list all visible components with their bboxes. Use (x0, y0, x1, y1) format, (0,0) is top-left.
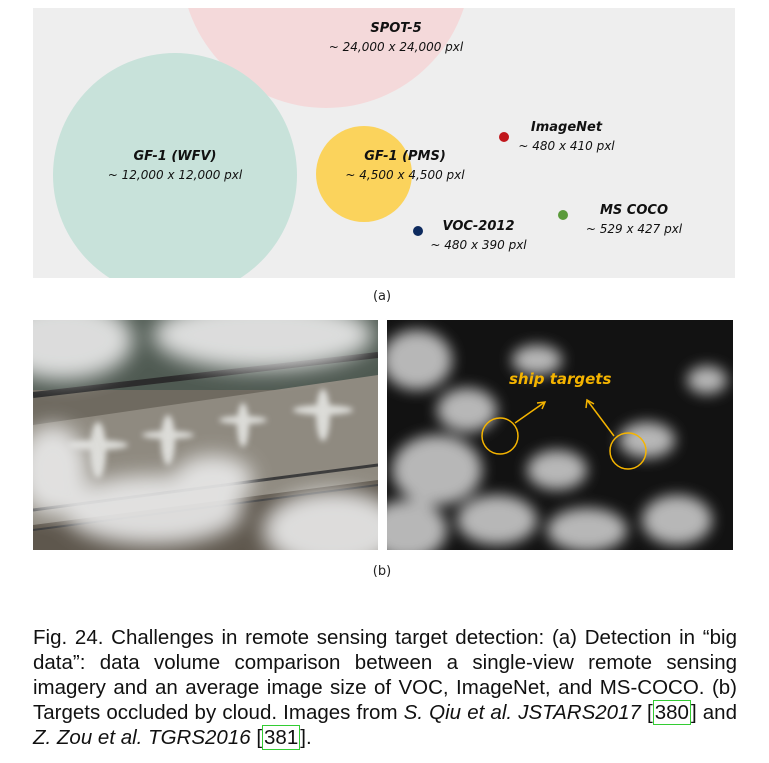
gf1-wfv-label: GF-1 (WFV) ~ 12,000 x 12,000 pxl (75, 148, 275, 184)
mscoco-name: MS COCO (599, 203, 668, 218)
mscoco-dot (558, 210, 568, 220)
ship-target-circle-right (609, 432, 647, 470)
gf1-wfv-size: ~ 12,000 x 12,000 pxl (107, 168, 243, 182)
gf1-pms-name: GF-1 (PMS) (364, 149, 446, 164)
reference-link-380[interactable]: 380 (652, 700, 691, 725)
voc2012-label: VOC-2012 ~ 480 x 390 pxl (421, 218, 536, 254)
caption-text-3: . (305, 726, 312, 749)
ship-targets-label: ship targets (509, 370, 612, 388)
imagenet-label: ImageNet ~ 480 x 410 pxl (509, 119, 624, 155)
gf1-pms-label: GF-1 (PMS) ~ 4,500 x 4,500 pxl (305, 148, 505, 184)
imagenet-size: ~ 480 x 410 pxl (518, 139, 615, 153)
gf1-pms-circle (316, 126, 412, 222)
voc2012-name: VOC-2012 (442, 219, 515, 234)
spot5-label: SPOT-5 ~ 24,000 x 24,000 pxl (296, 20, 496, 56)
data-volume-comparison-panel: SPOT-5 ~ 24,000 x 24,000 pxl GF-1 (WFV) … (33, 8, 735, 278)
gf1-wfv-name: GF-1 (WFV) (133, 149, 217, 164)
panel-a-caption: (a) (372, 289, 392, 304)
citation-qiu: S. Qiu et al. JSTARS2017 (403, 701, 641, 724)
mscoco-label: MS COCO ~ 529 x 427 pxl (574, 202, 694, 238)
mscoco-size: ~ 529 x 427 pxl (585, 222, 683, 236)
gf1-wfv-circle (53, 53, 297, 278)
airport-cloud-image (33, 320, 378, 550)
ship-cloud-image: ship targets (387, 320, 733, 550)
imagenet-dot (499, 132, 509, 142)
spot5-size: ~ 24,000 x 24,000 pxl (328, 40, 464, 54)
spot5-name: SPOT-5 (370, 21, 422, 36)
reference-link-381[interactable]: 381 (262, 725, 301, 750)
imagenet-name: ImageNet (530, 120, 603, 135)
citation-zou: Z. Zou et al. TGRS2016 (33, 726, 251, 749)
figure-caption: Fig. 24. Challenges in remote sensing ta… (33, 626, 737, 750)
panel-b-caption: (b) (372, 564, 392, 579)
ship-target-circle-left (481, 417, 519, 455)
caption-text-1: Fig. 24. Challenges in remote sensing ta… (33, 626, 737, 724)
caption-text-2: and (696, 701, 737, 724)
gf1-pms-size: ~ 4,500 x 4,500 pxl (345, 168, 465, 182)
voc2012-size: ~ 480 x 390 pxl (430, 238, 527, 252)
voc2012-dot (413, 226, 423, 236)
